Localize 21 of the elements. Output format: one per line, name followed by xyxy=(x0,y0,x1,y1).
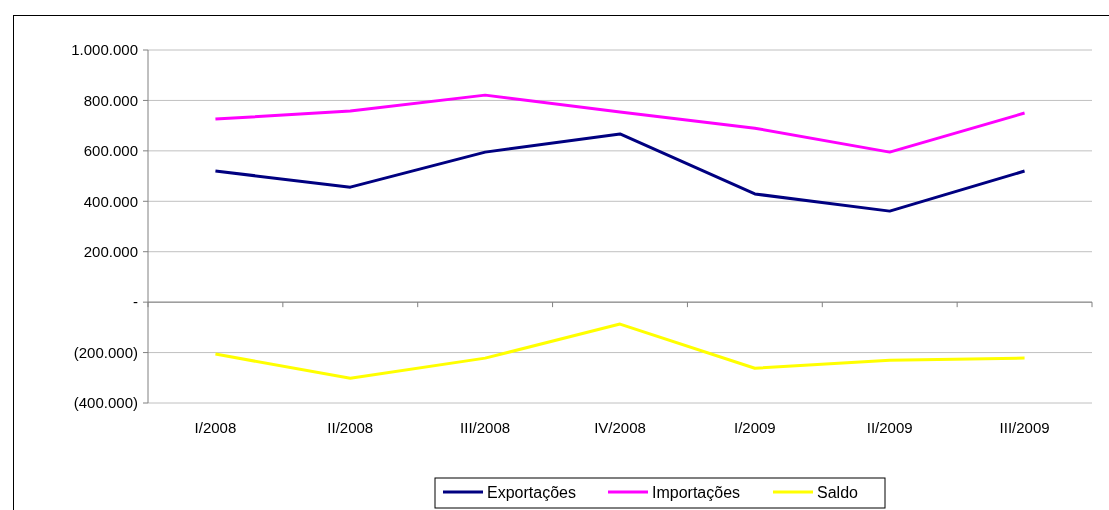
y-tick-label: - xyxy=(133,293,138,311)
y-tick-label: (200.000) xyxy=(73,343,138,361)
x-tick-label: II/2008 xyxy=(327,419,374,436)
y-tick-label: (400.000) xyxy=(73,394,138,412)
y-tick-label: 1.000.000 xyxy=(71,41,138,59)
legend-label: Exportações xyxy=(487,483,576,501)
line-series xyxy=(213,93,1027,154)
line-series xyxy=(213,322,1027,380)
line-series xyxy=(213,132,1027,213)
x-tick-label: III/2008 xyxy=(460,419,511,436)
x-tick-label: IV/2008 xyxy=(594,419,646,436)
x-tick-label: II/2009 xyxy=(866,419,913,436)
y-tick-label: 600.000 xyxy=(83,142,138,160)
y-tick-label: 200.000 xyxy=(83,242,138,260)
x-tick-label: III/2009 xyxy=(999,419,1050,436)
legend-label: Saldo xyxy=(817,483,859,501)
y-tick-label: 400.000 xyxy=(83,192,138,210)
y-tick-label: 800.000 xyxy=(83,91,138,109)
x-tick-label: I/2009 xyxy=(734,419,776,436)
legend-label: Importações xyxy=(652,483,741,501)
x-tick-label: I/2008 xyxy=(194,419,237,436)
